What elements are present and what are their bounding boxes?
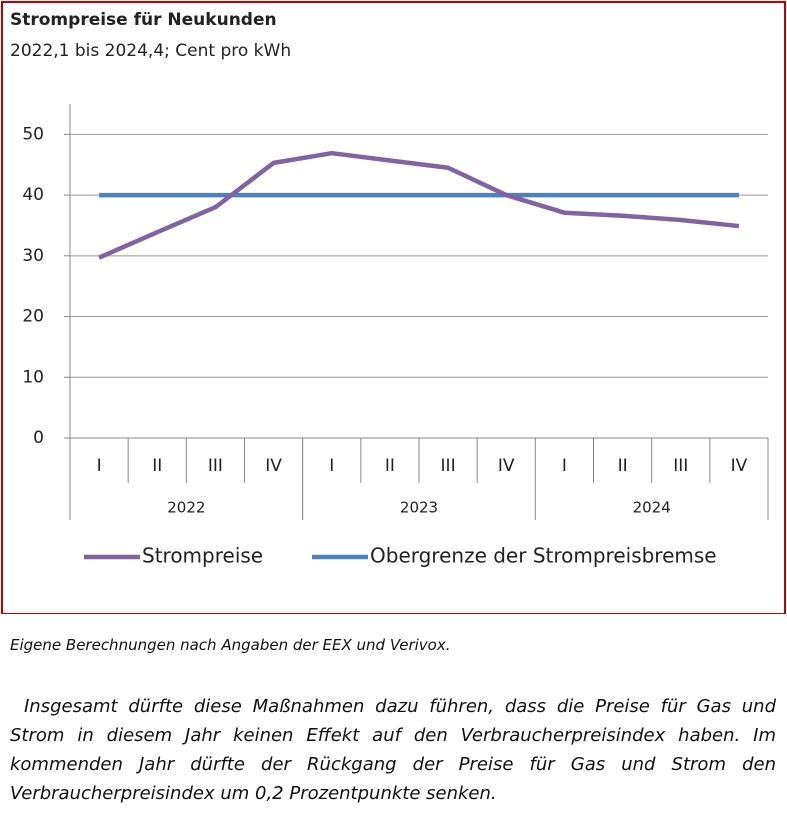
- x-tick-label: II: [152, 456, 162, 476]
- y-tick-label: 30: [22, 246, 44, 266]
- y-tick-label: 20: [22, 307, 44, 327]
- y-tick-label: 40: [22, 185, 44, 205]
- series-line: [98, 150, 740, 260]
- x-tick-label: I: [562, 456, 567, 476]
- y-tick-label: 50: [22, 124, 44, 144]
- x-tick-label: II: [618, 456, 628, 476]
- legend-label: Strompreise: [142, 544, 263, 568]
- source-note: Eigene Berechnungen nach Angaben der EEX…: [10, 636, 451, 654]
- body-text: Insgesamt dürfte diese Maßnahmen dazu fü…: [10, 696, 776, 804]
- y-tick-label: 10: [22, 367, 44, 387]
- x-group-label: 2022: [167, 499, 205, 517]
- x-tick-label: IV: [731, 456, 748, 476]
- x-group-label: 2023: [400, 499, 438, 517]
- x-tick-label: I: [97, 456, 102, 476]
- legend-label: Obergrenze der Strompreisbremse: [370, 544, 717, 568]
- x-tick-label: III: [673, 456, 688, 476]
- x-tick-label: II: [385, 456, 395, 476]
- y-tick-label: 0: [33, 428, 44, 448]
- chart-frame: [1, 1, 786, 614]
- x-tick-label: I: [329, 456, 334, 476]
- x-group-label: 2024: [633, 499, 671, 517]
- x-tick-label: IV: [265, 456, 282, 476]
- x-tick-label: III: [441, 456, 456, 476]
- chart-subtitle: 2022,1 bis 2024,4; Cent pro kWh: [10, 41, 291, 61]
- x-tick-label: IV: [498, 456, 515, 476]
- x-tick-label: III: [208, 456, 223, 476]
- chart: Strompreise für Neukunden 2022,1 bis 202…: [10, 10, 769, 568]
- chart-title: Strompreise für Neukunden: [10, 10, 277, 30]
